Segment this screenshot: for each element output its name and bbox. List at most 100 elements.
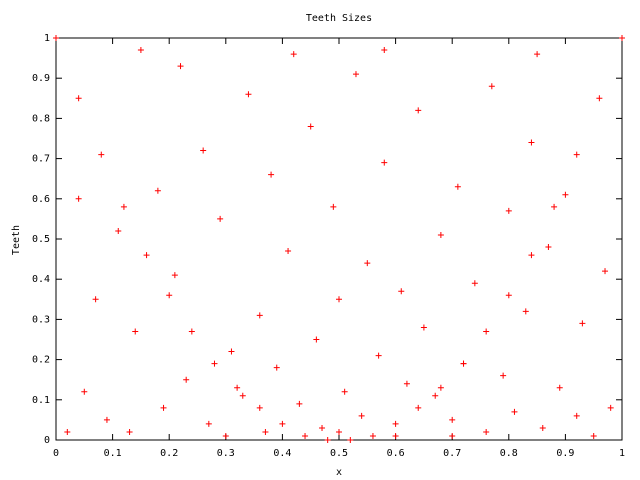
point bbox=[319, 424, 326, 431]
point bbox=[392, 432, 399, 439]
point bbox=[120, 203, 127, 210]
y-tick-label: 0.8 bbox=[32, 113, 50, 124]
point bbox=[528, 139, 535, 146]
x-tick-label: 0.5 bbox=[330, 448, 348, 459]
point bbox=[64, 428, 71, 435]
point bbox=[166, 292, 173, 299]
point bbox=[115, 227, 122, 234]
point bbox=[222, 432, 229, 439]
point bbox=[449, 416, 456, 423]
y-tick-label: 0.9 bbox=[32, 73, 50, 84]
point bbox=[98, 151, 105, 158]
point bbox=[103, 416, 110, 423]
point bbox=[381, 159, 388, 166]
x-axis-label: x bbox=[336, 467, 342, 478]
point bbox=[228, 348, 235, 355]
point bbox=[296, 400, 303, 407]
point bbox=[562, 191, 569, 198]
point bbox=[211, 360, 218, 367]
point bbox=[590, 432, 597, 439]
y-tick-label: 1 bbox=[44, 33, 50, 44]
point bbox=[454, 183, 461, 190]
point bbox=[369, 432, 376, 439]
point bbox=[415, 107, 422, 114]
x-tick-label: 0.7 bbox=[443, 448, 461, 459]
point bbox=[432, 392, 439, 399]
point bbox=[307, 123, 314, 130]
point bbox=[245, 91, 252, 98]
point bbox=[437, 384, 444, 391]
point bbox=[381, 47, 388, 54]
y-tick-label: 0.3 bbox=[32, 314, 50, 325]
point bbox=[239, 392, 246, 399]
x-tick-label: 1 bbox=[619, 448, 625, 459]
point bbox=[579, 320, 586, 327]
point bbox=[75, 195, 82, 202]
point bbox=[217, 215, 224, 222]
point bbox=[522, 308, 529, 315]
point bbox=[256, 404, 263, 411]
point bbox=[392, 420, 399, 427]
point bbox=[143, 252, 150, 259]
point bbox=[449, 432, 456, 439]
point bbox=[511, 408, 518, 415]
point bbox=[488, 83, 495, 90]
point bbox=[551, 203, 558, 210]
point bbox=[234, 384, 241, 391]
y-tick-label: 0.1 bbox=[32, 395, 50, 406]
x-tick-label: 0.2 bbox=[160, 448, 178, 459]
point bbox=[205, 420, 212, 427]
point bbox=[75, 95, 82, 102]
point bbox=[81, 388, 88, 395]
point bbox=[341, 388, 348, 395]
point bbox=[602, 268, 609, 275]
point bbox=[415, 404, 422, 411]
point bbox=[302, 432, 309, 439]
point bbox=[285, 248, 292, 255]
point bbox=[352, 71, 359, 78]
point bbox=[596, 95, 603, 102]
point bbox=[534, 51, 541, 58]
point bbox=[607, 404, 614, 411]
point bbox=[137, 47, 144, 54]
y-tick-label: 0.2 bbox=[32, 355, 50, 366]
y-tick-label: 0.5 bbox=[32, 234, 50, 245]
point bbox=[437, 231, 444, 238]
x-tick-label: 0.8 bbox=[500, 448, 518, 459]
x-tick-label: 0.4 bbox=[273, 448, 291, 459]
point bbox=[324, 437, 331, 443]
point bbox=[330, 203, 337, 210]
y-tick-label: 0.4 bbox=[32, 274, 50, 285]
point bbox=[290, 51, 297, 58]
point bbox=[545, 244, 552, 251]
point bbox=[183, 376, 190, 383]
point bbox=[200, 147, 207, 154]
point bbox=[460, 360, 467, 367]
point bbox=[483, 328, 490, 335]
point bbox=[132, 328, 139, 335]
point bbox=[398, 288, 405, 295]
point bbox=[358, 412, 365, 419]
chart-title: Teeth Sizes bbox=[306, 13, 372, 24]
point bbox=[53, 35, 59, 41]
point bbox=[154, 187, 161, 194]
y-tick-label: 0.7 bbox=[32, 154, 50, 165]
point bbox=[313, 336, 320, 343]
x-tick-label: 0.9 bbox=[556, 448, 574, 459]
point bbox=[528, 252, 535, 259]
y-tick-label: 0 bbox=[44, 435, 50, 446]
point bbox=[364, 260, 371, 267]
point bbox=[556, 384, 563, 391]
point bbox=[273, 364, 280, 371]
plot-border bbox=[55, 37, 623, 441]
x-tick-label: 0.6 bbox=[387, 448, 405, 459]
point bbox=[403, 380, 410, 387]
y-axis-label: Teeth bbox=[11, 225, 22, 255]
point bbox=[188, 328, 195, 335]
point bbox=[336, 428, 342, 435]
point bbox=[279, 420, 286, 427]
point bbox=[539, 424, 546, 431]
x-tick-label: 0 bbox=[53, 448, 59, 459]
